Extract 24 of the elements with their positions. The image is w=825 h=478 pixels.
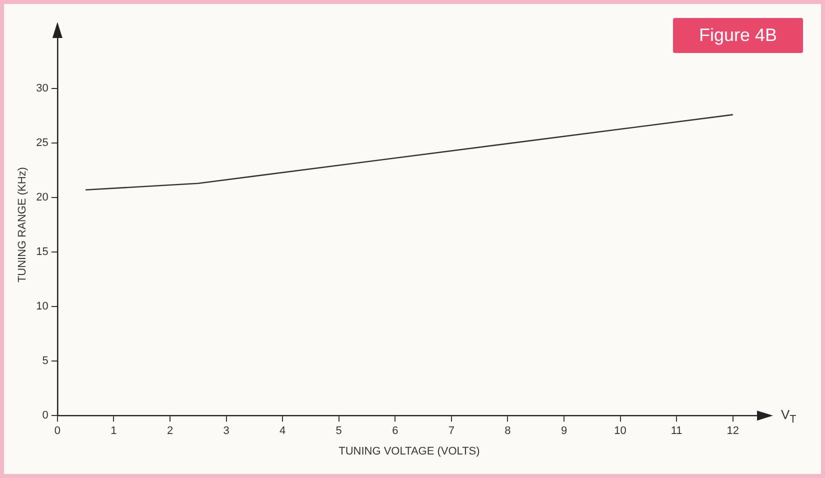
- text: V$_{T}$: [781, 406, 796, 426]
- x-tick-label: 6: [392, 425, 398, 438]
- x-tick-label: 5: [336, 425, 342, 438]
- x-tick-label: 11: [670, 425, 682, 438]
- y-tick-label: 10: [36, 300, 48, 313]
- y-tick-label: 0: [42, 410, 48, 422]
- x-tick-label: 12: [726, 425, 739, 438]
- x-tick-label: 7: [448, 425, 454, 438]
- x-tick-label: 1: [110, 425, 117, 438]
- x-tick-label: 8: [504, 425, 511, 438]
- y-tick-label: 30: [36, 82, 48, 95]
- y-tick-label: 5: [42, 355, 48, 368]
- x-tick-label: 4: [280, 425, 286, 438]
- x-axis-title: TUNING VOLTAGE (VOLTS): [338, 445, 480, 458]
- x-tick-label: 10: [614, 425, 626, 438]
- x-tick-label: 9: [560, 425, 568, 438]
- x-tick-label: 3: [223, 425, 230, 438]
- y-axis-title: TUNING RANGE (KHz): [16, 167, 29, 283]
- y-tick-label: 15: [36, 246, 48, 258]
- y-tick-label: 20: [36, 192, 48, 204]
- x-tick-label: 2: [166, 425, 174, 438]
- y-tick-label: 25: [36, 137, 48, 150]
- x-tick-label: 0: [54, 425, 60, 438]
- chart-title: Figure 4B: [672, 18, 803, 53]
